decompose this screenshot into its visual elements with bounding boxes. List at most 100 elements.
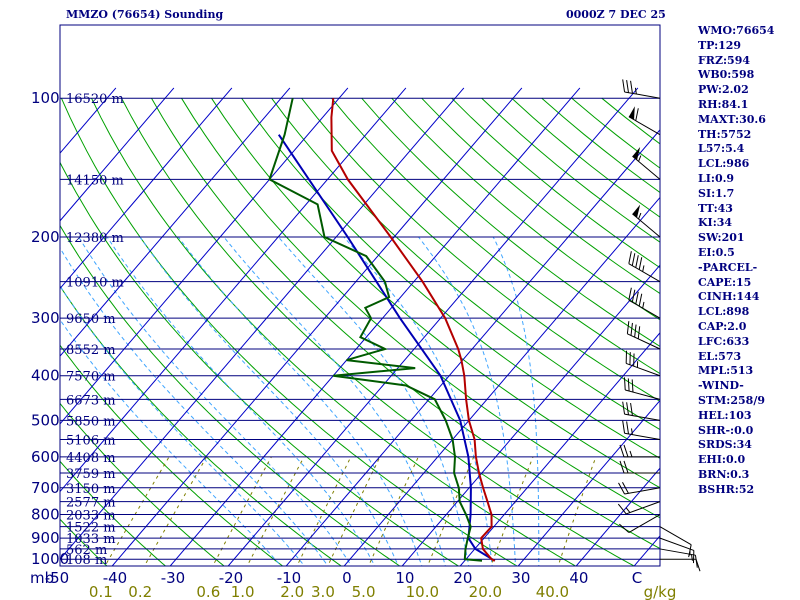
wind-barb-staff <box>626 501 661 515</box>
moist-adiabat <box>139 236 399 566</box>
wind-barb-flag <box>622 79 626 93</box>
sounding-index-item: LI:0.9 <box>698 171 735 185</box>
plot-frame <box>59 24 661 567</box>
temperature-tick-label: C <box>632 569 642 587</box>
dry-adiabat <box>151 97 660 550</box>
mixing-ratio-tick-label: 40.0 <box>536 583 569 600</box>
moist-adiabat <box>60 284 306 566</box>
wind-barb-flag <box>623 444 629 458</box>
wind-barb-half-flag <box>638 155 642 162</box>
mixing-ratio-tick-label: 1.0 <box>231 583 255 600</box>
wind-barb-staff <box>628 514 661 533</box>
wind-barb-flag <box>622 420 626 434</box>
mixing-ratio-line <box>246 456 305 566</box>
sounding-index-item: TP:129 <box>698 38 742 52</box>
wind-barb-flag <box>635 255 639 268</box>
pressure-tick-label: 900 <box>31 529 60 547</box>
dry-adiabat <box>211 97 660 489</box>
dry-adiabat <box>301 97 660 402</box>
wind-barb-half-flag <box>642 301 645 309</box>
mixing-ratio-tick-label: 0.6 <box>196 583 220 600</box>
mixing-ratio-line <box>296 456 352 566</box>
wind-barb-flag <box>619 460 625 474</box>
wind-barb-flag <box>631 253 636 266</box>
wind-barb-flag <box>631 379 634 393</box>
temperature-tick-label: 30 <box>511 569 530 587</box>
sounding-index-item: SW:201 <box>698 231 745 245</box>
moist-adiabat <box>78 236 352 566</box>
wind-barb-flag <box>628 251 632 264</box>
pressure-tick-label: 400 <box>31 367 60 385</box>
wind-barb <box>619 460 660 474</box>
sounding-index-item: WMO:76654 <box>698 24 775 37</box>
wind-barb-flag <box>626 402 629 415</box>
sounding-index-item: LCL:986 <box>698 157 750 171</box>
height-label: 9650 m <box>66 312 116 327</box>
sounding-index-item: CAP:2.0 <box>698 319 747 333</box>
temperature-tick-label: 20 <box>453 569 472 587</box>
parcel-curve <box>277 134 496 562</box>
wind-barb <box>632 147 661 180</box>
sounding-index-item: EL:573 <box>698 349 742 363</box>
height-label: 8552 m <box>66 343 116 358</box>
temperature-tick-label: -20 <box>219 569 244 587</box>
wind-barb-half-flag <box>691 554 693 561</box>
sounding-index-item: LFC:633 <box>698 334 750 348</box>
sounding-index-item: SRDS:34 <box>698 438 752 452</box>
dry-adiabat <box>271 97 660 431</box>
moist-adiabat <box>418 236 516 566</box>
sounding-index-item: KI:34 <box>698 216 733 230</box>
sounding-index-item: STM:258/9 <box>698 393 765 407</box>
sounding-index-item: EI:0.5 <box>698 245 735 259</box>
sounding-index-item: BRN:0.3 <box>698 467 750 481</box>
dry-adiabat <box>181 97 660 519</box>
sounding-index-item: SHR-:0.0 <box>698 423 754 437</box>
sounding-index-item: BSHR:52 <box>698 482 755 496</box>
wind-barb-half-flag <box>629 450 633 458</box>
wind-barb-flag <box>630 322 633 336</box>
sounding-index-item: HEL:103 <box>698 408 752 422</box>
wind-barb <box>628 251 661 283</box>
wind-barb-half-flag <box>625 507 631 513</box>
isotherm-line <box>227 87 639 566</box>
sounding-index-item: TT:43 <box>698 201 733 215</box>
wind-barb-flag <box>623 460 629 474</box>
isotherm-line <box>60 87 233 290</box>
height-label: 108 m <box>66 553 107 568</box>
temperature-tick-label: -30 <box>161 569 186 587</box>
temperature-tick-label: -40 <box>103 569 128 587</box>
wind-barb <box>632 204 661 238</box>
wind-barb-staff <box>624 91 661 99</box>
dry-adiabat <box>331 97 660 375</box>
sounding-profiles <box>268 97 496 562</box>
wind-barb-pennant <box>632 147 641 161</box>
temperature-tick-label: -50 <box>45 569 70 587</box>
wind-barb-flag <box>631 289 636 303</box>
pressure-tick-label: 500 <box>31 411 60 429</box>
pressure-tick-label: 700 <box>31 479 60 497</box>
mixing-ratio-tick-label: 20.0 <box>469 583 502 600</box>
wind-barb-flag <box>637 326 641 339</box>
mixing-ratio-tick-label: 5.0 <box>352 583 376 600</box>
mixing-ratio-line <box>327 456 381 566</box>
wind-barb <box>622 401 661 421</box>
wind-barb-half-flag <box>638 212 642 220</box>
height-label: 1033 m <box>66 532 116 547</box>
moist-adiabat <box>343 236 493 566</box>
wind-barb-flag <box>626 321 630 334</box>
wind-barb <box>628 287 661 319</box>
wind-barb <box>623 377 661 400</box>
wind-barb-flag <box>619 523 630 533</box>
height-label: 3759 m <box>66 467 116 482</box>
wind-barb <box>617 501 661 515</box>
isotherm-line <box>169 87 581 566</box>
wind-barb-staff <box>624 432 661 440</box>
wind-barb-half-flag <box>634 87 637 95</box>
wind-barb-staff <box>659 537 694 551</box>
mixing-ratio-tick-label: 2.0 <box>280 583 304 600</box>
height-label: 5106 m <box>66 434 116 449</box>
mixing-ratio-tick-label: 0.1 <box>89 583 113 600</box>
dry-adiabat <box>60 460 167 566</box>
